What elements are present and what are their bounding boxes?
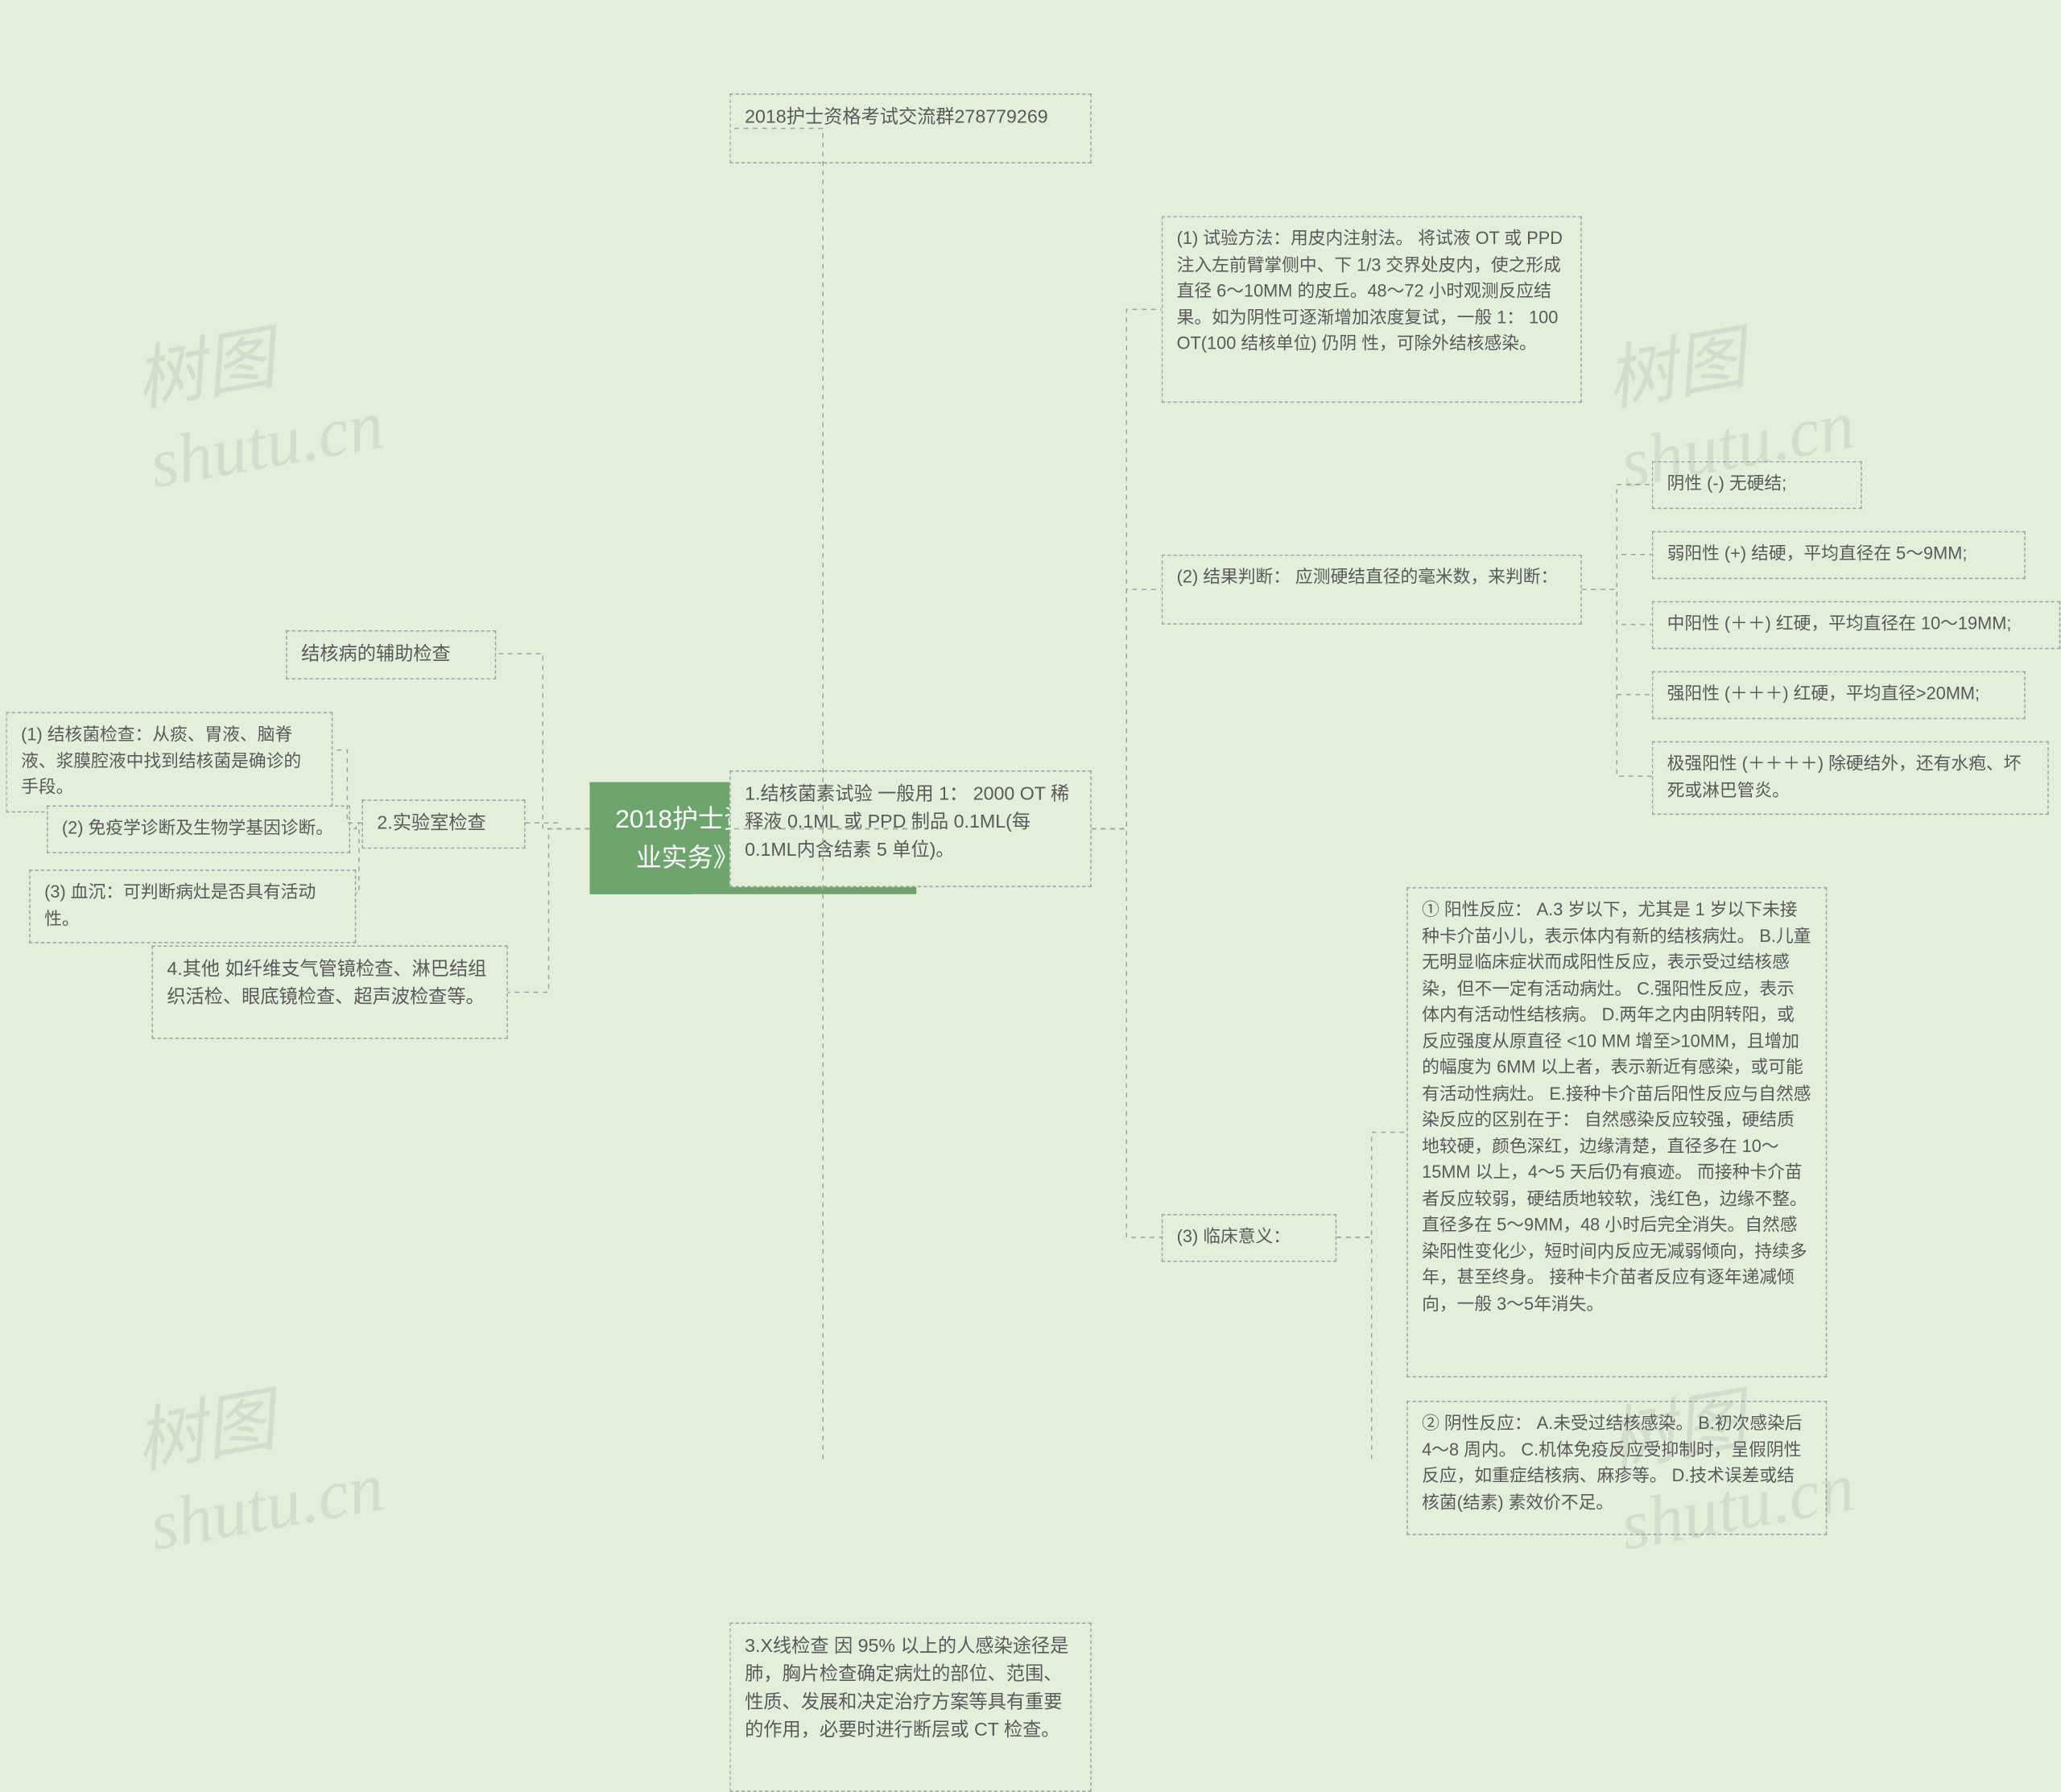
node-right-0: 2018护士资格考试交流群278779269 [729,93,1092,163]
node-right-1c1: ① 阳性反应： A.3 岁以下，尤其是 1 岁以下未接种卡介苗小儿，表示体内有新… [1406,887,1827,1377]
node-right-1b4: 强阳性 (＋＋＋) 红硬，平均直径>20MM; [1652,671,2026,719]
node-right-1b5: 极强阳性 (＋＋＋＋) 除硬结外，还有水疱、坏死或淋巴管炎。 [1652,741,2049,815]
node-right-1b2: 弱阳性 (+) 结硬，平均直径在 5～9MM; [1652,531,2026,579]
node-right-1c2: ② 阴性反应： A.未受过结核感染。 B.初次感染后 4～8 周内。 C.机体免… [1406,1401,1827,1535]
node-right-1b1: 阴性 (-) 无硬结; [1652,461,1862,509]
node-left-2: 2.实验室检查 [362,799,526,849]
node-right-1b3: 中阳性 (＋＋) 红硬，平均直径在 10～19MM; [1652,601,2061,649]
node-left-2c: (3) 血沉：可判断病灶是否具有活动性。 [29,869,356,943]
node-right-3: 3.X线检查 因 95% 以上的人感染途径是肺，胸片检查确定病灶的部位、范围、性… [729,1623,1092,1792]
node-right-1c: (3) 临床意义： [1162,1214,1337,1261]
node-left-4: 4.其他 如纤维支气管镜检查、淋巴结组织活检、眼底镜检查、超声波检查等。 [152,946,508,1039]
node-left-1: 结核病的辅助检查 [286,630,496,679]
node-left-2b: (2) 免疫学诊断及生物学基因诊断。 [47,806,350,853]
node-right-1: 1.结核菌素试验 一般用 1： 2000 OT 稀释液 0.1ML 或 PPD … [729,770,1092,887]
node-right-1a: (1) 试验方法：用皮内注射法。 将试液 OT 或 PPD 注入左前臂掌侧中、下… [1162,216,1582,403]
node-right-1b: (2) 结果判断： 应测硬结直径的毫米数，来判断： [1162,555,1582,625]
node-left-2a: (1) 结核菌检查：从痰、胃液、脑脊液、浆膜腔液中找到结核菌是确诊的手段。 [6,712,332,812]
